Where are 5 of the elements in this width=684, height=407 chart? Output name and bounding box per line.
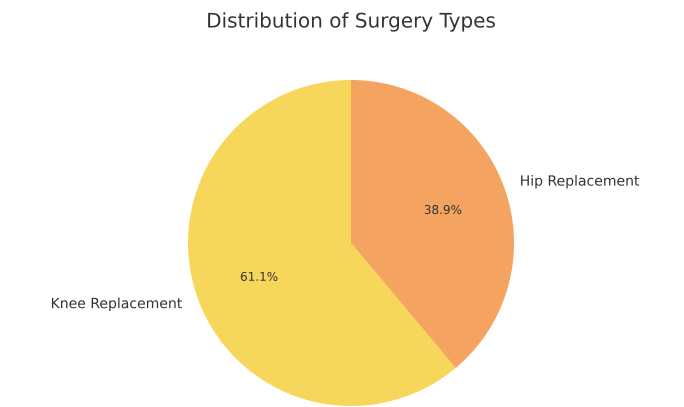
data-label: 61.1% bbox=[240, 272, 278, 281]
data-label: 38.9% bbox=[424, 205, 462, 214]
chart-title: Distribution of Surgery Types bbox=[208, 12, 495, 32]
slice-label: Hip Replacement bbox=[521, 174, 640, 188]
slice-label: Knee Replacement bbox=[52, 297, 182, 312]
